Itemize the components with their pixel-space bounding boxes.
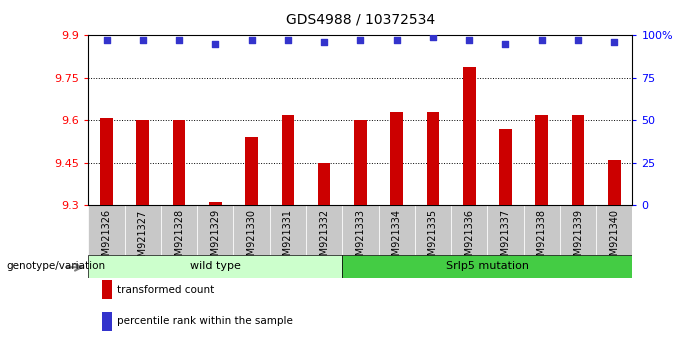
Text: GSM921330: GSM921330 [247, 209, 256, 268]
Bar [451, 205, 488, 255]
Text: wild type: wild type [190, 261, 241, 272]
Point [573, 38, 583, 43]
Bar [282, 115, 294, 205]
Text: GSM921337: GSM921337 [500, 209, 511, 268]
Bar [306, 205, 342, 255]
Text: genotype/variation: genotype/variation [7, 261, 106, 271]
Bar [197, 205, 233, 255]
Bar [88, 205, 124, 255]
Bar [124, 205, 161, 255]
Text: GSM921326: GSM921326 [101, 209, 112, 268]
Bar [426, 112, 439, 205]
Text: GSM921334: GSM921334 [392, 209, 402, 268]
Bar [415, 205, 451, 255]
Bar [270, 205, 306, 255]
Bar [488, 205, 524, 255]
Text: GSM921329: GSM921329 [210, 209, 220, 268]
Text: GSM921335: GSM921335 [428, 209, 438, 268]
Point [609, 39, 619, 45]
Point [137, 38, 148, 43]
Bar [161, 205, 197, 255]
Point [428, 34, 439, 40]
Bar [560, 205, 596, 255]
Point [101, 38, 112, 43]
Bar [390, 112, 403, 205]
Text: percentile rank within the sample: percentile rank within the sample [117, 316, 293, 326]
Bar [524, 205, 560, 255]
Bar [209, 202, 222, 205]
Text: Srlp5 mutation: Srlp5 mutation [446, 261, 529, 272]
Bar [318, 163, 330, 205]
Point [500, 41, 511, 47]
Point [173, 38, 184, 43]
Bar [245, 137, 258, 205]
Text: GSM921328: GSM921328 [174, 209, 184, 268]
Bar [499, 129, 512, 205]
Bar [354, 120, 367, 205]
Bar [379, 205, 415, 255]
Text: GDS4988 / 10372534: GDS4988 / 10372534 [286, 12, 435, 27]
Bar [342, 255, 632, 278]
Text: GSM921332: GSM921332 [319, 209, 329, 268]
Bar [572, 115, 584, 205]
Bar [596, 205, 632, 255]
Text: GSM921339: GSM921339 [573, 209, 583, 268]
Bar [137, 120, 149, 205]
Bar [535, 115, 548, 205]
Bar [100, 118, 113, 205]
Bar [233, 205, 270, 255]
Bar [342, 205, 379, 255]
Bar [173, 120, 186, 205]
Point [537, 38, 547, 43]
Text: GSM921336: GSM921336 [464, 209, 474, 268]
Bar [88, 255, 342, 278]
Point [355, 38, 366, 43]
Text: GSM921338: GSM921338 [537, 209, 547, 268]
Point [282, 38, 293, 43]
Point [246, 38, 257, 43]
Point [464, 38, 475, 43]
Bar [608, 160, 621, 205]
Point [391, 38, 402, 43]
Bar [463, 67, 475, 205]
Text: GSM921333: GSM921333 [356, 209, 365, 268]
Point [210, 41, 221, 47]
Point [319, 39, 330, 45]
Text: GSM921331: GSM921331 [283, 209, 293, 268]
Text: transformed count: transformed count [117, 285, 214, 295]
Text: GSM921327: GSM921327 [138, 209, 148, 269]
Text: GSM921340: GSM921340 [609, 209, 619, 268]
